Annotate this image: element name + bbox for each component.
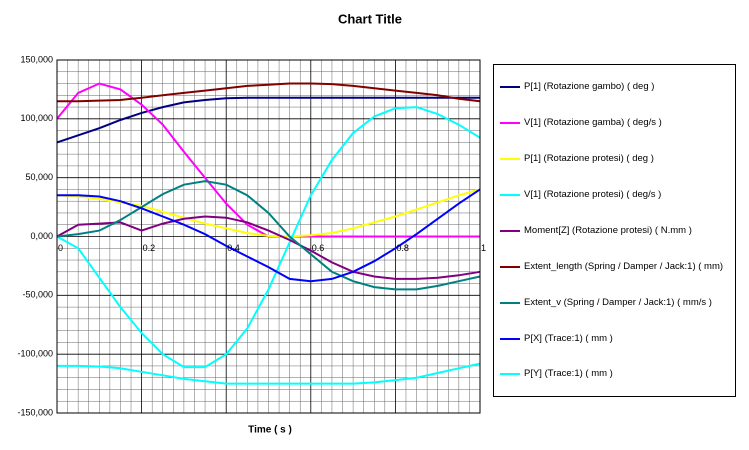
legend-label: V[1] (Rotazione gamba) ( deg/s ) [524, 117, 662, 129]
legend: P[1] (Rotazione gambo) ( deg ) V[1] (Rota… [493, 64, 736, 397]
y-tick-label: -50,000 [22, 290, 53, 300]
grid [56, 59, 481, 414]
legend-entry: Extent_v (Spring / Damper / Jack:1) ( mm… [500, 296, 729, 309]
legend-entry: P[1] (Rotazione gambo) ( deg ) [500, 80, 729, 93]
chart-title: Chart Title [338, 11, 402, 26]
x-tick-label: 0.4 [227, 243, 240, 253]
legend-swatch [500, 337, 520, 340]
legend-label: P[1] (Rotazione protesi) ( deg ) [524, 153, 654, 165]
legend-label: Moment[Z] (Rotazione protesi) ( N.mm ) [524, 224, 692, 236]
legend-entry: Moment[Z] (Rotazione protesi) ( N.mm ) [500, 224, 729, 237]
legend-swatch [500, 194, 520, 197]
legend-entry: V[1] (Rotazione protesi) ( deg/s ) [500, 188, 729, 201]
legend-swatch [500, 373, 520, 376]
legend-swatch [500, 158, 520, 161]
x-tick-label: 0.6 [312, 243, 325, 253]
legend-swatch [500, 301, 520, 304]
legend-label: P[X] (Trace:1) ( mm ) [524, 332, 613, 344]
plot-lines [56, 82, 481, 385]
y-tick-label: 0,000 [30, 231, 53, 241]
legend-label: P[1] (Rotazione gambo) ( deg ) [524, 81, 655, 93]
legend-entry: Extent_length (Spring / Damper / Jack:1)… [500, 260, 729, 273]
legend-label: Extent_v (Spring / Damper / Jack:1) ( mm… [524, 296, 712, 308]
legend-label: V[1] (Rotazione protesi) ( deg/s ) [524, 189, 662, 201]
series-line [57, 82, 481, 103]
y-tick-label: -100,000 [17, 349, 53, 359]
legend-entry: V[1] (Rotazione gamba) ( deg/s ) [500, 116, 729, 129]
x-tick-label: 0 [58, 243, 63, 253]
series-line [56, 96, 480, 144]
legend-label: Extent_length (Spring / Damper / Jack:1)… [524, 260, 724, 272]
x-tick-label: 1 [481, 243, 486, 253]
series-line [57, 188, 481, 283]
x-tick-label: 0.2 [143, 243, 156, 253]
x-tick-label: 0.8 [396, 243, 409, 253]
series-line [57, 362, 481, 385]
y-tick-label: 150,000 [20, 54, 53, 64]
series-line [56, 180, 481, 291]
y-tick-label: -150,000 [17, 407, 53, 417]
legend-entry: P[X] (Trace:1) ( mm ) [500, 332, 729, 345]
legend-entry: P[1] (Rotazione protesi) ( deg ) [500, 152, 729, 165]
legend-swatch [500, 122, 520, 125]
legend-swatch [500, 86, 520, 89]
tick-labels: -150,000 -100,000 -50,000 0,000 50,000 100,00… [17, 54, 486, 417]
legend-swatch [500, 229, 520, 232]
plot-border [56, 59, 481, 414]
series-line [56, 106, 481, 369]
legend-entry: P[Y] (Trace:1) ( mm ) [500, 367, 729, 380]
y-tick-label: 50,000 [25, 172, 53, 182]
legend-swatch [500, 265, 520, 268]
legend-label: P[Y] (Trace:1) ( mm ) [524, 368, 613, 380]
x-axis-title: Time ( s ) [248, 425, 292, 436]
y-tick-label: 100,000 [20, 113, 53, 123]
series-line [56, 215, 481, 280]
